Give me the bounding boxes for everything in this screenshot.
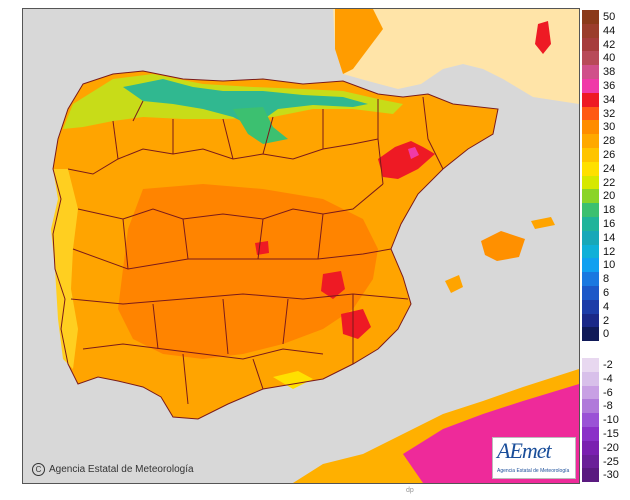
southeast-red: [341, 309, 371, 339]
legend-label: -20: [603, 441, 619, 454]
menorca: [531, 217, 555, 229]
legend-swatch: [582, 230, 599, 245]
province-borders: [52, 70, 499, 420]
legend-swatch: [582, 244, 599, 259]
temperature-legend: 50 44 42 40 38 36 34 32 30 28 26 24 22 20 18 16 14 12 10 8 6…: [582, 10, 630, 485]
legend-label: -30: [603, 469, 619, 482]
ebro-red: [378, 141, 435, 179]
legend-swatch: [582, 92, 599, 107]
legend-swatch: [582, 468, 599, 483]
legend-label: 34: [603, 93, 616, 106]
copyright-icon: C: [32, 463, 45, 476]
mallorca: [481, 231, 525, 261]
france-hot-coast: [335, 9, 383, 74]
legend-swatch: [582, 175, 599, 190]
legend-swatch: [582, 37, 599, 52]
france-land: [333, 9, 579, 104]
legend-label: 12: [603, 245, 616, 258]
legend-label: 22: [603, 176, 616, 189]
legend-label: 0: [603, 328, 610, 341]
ebro-pink: [408, 147, 419, 159]
legend-label: 20: [603, 190, 616, 203]
legend-label: 40: [603, 52, 616, 65]
legend-swatch: [582, 51, 599, 66]
legend-label: 36: [603, 80, 616, 92]
legend-swatch: [582, 148, 599, 162]
map-canvas: [23, 9, 579, 483]
aemet-logo: AEmet Agencia Estatal de Meteorología: [492, 437, 576, 479]
legend-label: -2: [603, 359, 613, 371]
legend-label: -4: [603, 372, 613, 385]
legend-swatch: [582, 217, 599, 231]
legend-label: 6: [603, 287, 610, 299]
copyright-notice: C Agencia Estatal de Meteorología: [32, 463, 194, 476]
legend-label: 14: [603, 231, 616, 244]
france-red-patch: [535, 21, 551, 54]
legend-swatch: [582, 371, 599, 386]
cantabric-teal: [123, 79, 368, 127]
legend-swatch: [582, 327, 599, 342]
legend-label: 50: [603, 11, 616, 23]
footer-mark: dp: [406, 487, 414, 494]
legend-swatch: [582, 65, 599, 79]
murcia-red: [321, 271, 345, 299]
legend-swatch: [582, 134, 599, 148]
cantabric-dark-green: [233, 107, 288, 144]
legend-label: 10: [603, 259, 616, 272]
legend-label: 8: [603, 273, 610, 286]
legend-label: 30: [603, 121, 616, 134]
legend-label: 2: [603, 314, 610, 327]
logo-subtitle: Agencia Estatal de Meteorología: [497, 468, 570, 474]
legend-label: 18: [603, 204, 616, 217]
legend-swatch: [582, 161, 599, 176]
portugal-coast: [51, 169, 78, 369]
legend-label: -8: [603, 400, 613, 413]
legend-swatch: [582, 106, 599, 121]
legend-swatch: [582, 440, 599, 455]
legend-swatch: [582, 10, 599, 24]
legend-swatch: [582, 385, 599, 400]
ibiza: [445, 275, 463, 293]
legend-swatch: [582, 120, 599, 135]
madrid-red: [255, 241, 269, 255]
interior-hot: [118, 184, 378, 359]
legend-label: -25: [603, 455, 619, 468]
legend-label: -10: [603, 414, 619, 427]
legend-swatch: [582, 358, 599, 372]
legend-label: 42: [603, 38, 616, 51]
legend-label: 32: [603, 107, 616, 120]
legend-label: 28: [603, 135, 616, 148]
legend-label: 4: [603, 300, 610, 313]
legend-swatch: [582, 454, 599, 469]
legend-swatch: [582, 189, 599, 204]
sierra-nevada: [273, 371, 313, 389]
legend-swatch: [582, 272, 599, 286]
legend-label: -6: [603, 386, 613, 399]
copyright-text: Agencia Estatal de Meteorología: [49, 464, 194, 475]
legend-label: 26: [603, 149, 616, 161]
legend-swatch: [582, 299, 599, 314]
legend-swatch: [582, 427, 599, 441]
legend-label: 44: [603, 24, 616, 37]
legend-swatch: [582, 23, 599, 38]
legend-label: 24: [603, 162, 616, 175]
logo-brand: AEmet: [497, 438, 552, 463]
legend-swatch: [582, 413, 599, 427]
legend-swatch: [582, 286, 599, 300]
temperature-map: [22, 8, 580, 484]
legend-label: 38: [603, 66, 616, 79]
legend-label: -15: [603, 428, 619, 440]
legend-swatch: [582, 313, 599, 328]
legend-label: 16: [603, 218, 616, 230]
legend-swatch: [582, 203, 599, 217]
legend-swatch: [582, 79, 599, 93]
legend-swatch: [582, 399, 599, 414]
legend-swatch: [582, 258, 599, 273]
